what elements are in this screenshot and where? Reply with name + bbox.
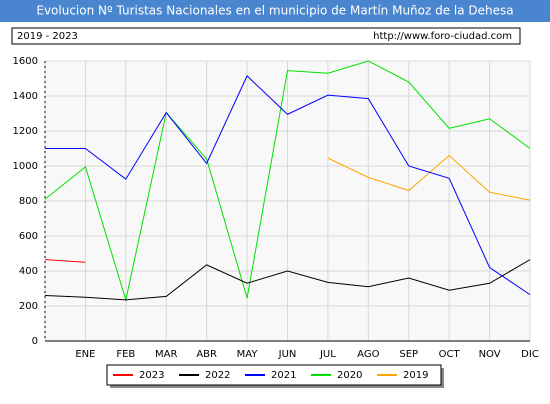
chart-title: Evolucion Nº Turistas Nacionales en el m… bbox=[36, 4, 513, 18]
source: http://www.foro-ciudad.com bbox=[373, 31, 512, 42]
x-tick-label: ABR bbox=[196, 349, 217, 360]
x-tick-label: DIC bbox=[521, 349, 539, 360]
subtitle-box bbox=[11, 27, 521, 45]
y-tick-label: 1000 bbox=[13, 161, 38, 172]
y-tick-label: 1200 bbox=[13, 126, 38, 137]
x-tick-label: MAY bbox=[237, 349, 259, 360]
legend-label: 2020 bbox=[337, 370, 362, 381]
x-tick-label: SEP bbox=[399, 349, 418, 360]
series-line bbox=[327, 154, 531, 201]
x-tick-label: ENE bbox=[75, 349, 95, 360]
y-tick-label: 600 bbox=[19, 231, 38, 242]
legend-box bbox=[106, 364, 442, 386]
x-tick-label: NOV bbox=[479, 349, 501, 360]
y-tick-label: 1400 bbox=[13, 91, 38, 102]
y-tick-label: 1600 bbox=[13, 56, 38, 67]
x-tick-label: MAR bbox=[155, 349, 177, 360]
y-tick-label: 400 bbox=[19, 266, 38, 277]
legend-label: 2023 bbox=[139, 370, 164, 381]
title-bar bbox=[0, 0, 550, 22]
series-line bbox=[44, 259, 86, 263]
series-line bbox=[45, 75, 531, 296]
legend-label: 2019 bbox=[403, 370, 428, 381]
x-tick-label: JUN bbox=[278, 349, 297, 360]
legend-label: 2022 bbox=[205, 370, 230, 381]
legend-label: 2021 bbox=[271, 370, 296, 381]
x-tick-label: AGO bbox=[357, 349, 379, 360]
y-tick-label: 800 bbox=[19, 196, 38, 207]
x-tick-label: FEB bbox=[116, 349, 135, 360]
series-line bbox=[44, 259, 531, 301]
x-tick-label: OCT bbox=[439, 349, 461, 360]
y-tick-label: 0 bbox=[32, 336, 38, 347]
x-tick-label: JUL bbox=[319, 349, 336, 360]
y-tick-label: 200 bbox=[19, 301, 38, 312]
subtitle: 2019 - 2023 bbox=[17, 31, 78, 42]
